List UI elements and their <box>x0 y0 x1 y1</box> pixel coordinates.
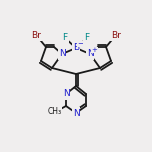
Text: −: − <box>78 41 83 47</box>
Text: F: F <box>62 33 67 43</box>
Text: F: F <box>85 33 90 43</box>
Text: B: B <box>73 43 79 52</box>
Text: N: N <box>87 50 93 59</box>
Text: N: N <box>59 50 65 59</box>
Text: CH₃: CH₃ <box>48 107 62 116</box>
Text: Br: Br <box>111 31 121 40</box>
Text: +: + <box>92 47 97 53</box>
Text: N: N <box>73 109 79 117</box>
Text: N: N <box>63 90 69 98</box>
Text: Br: Br <box>31 31 41 40</box>
